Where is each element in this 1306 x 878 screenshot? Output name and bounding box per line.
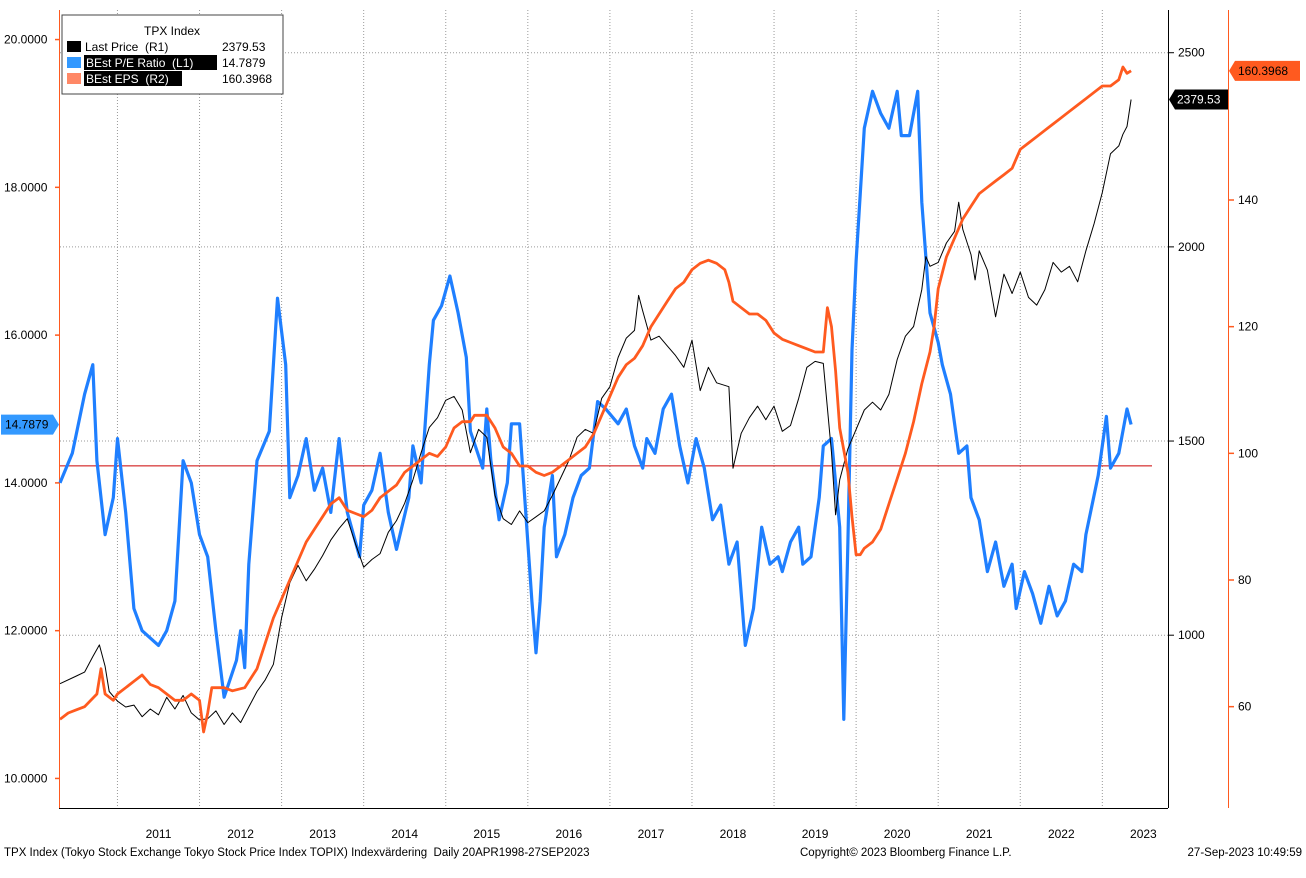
left-tick-label: 18.0000 (4, 180, 48, 194)
right2-current-marker (1229, 60, 1300, 81)
legend-value-pe-ratio: 14.7879 (222, 56, 266, 70)
x-tick-label: 2015 (473, 827, 500, 841)
left-tick-label: 12.0000 (4, 624, 48, 638)
series-line-best-eps (59, 65, 1132, 734)
legend: TPX Index Last Price (R1) 2379.53 BEst P… (61, 14, 284, 95)
right1-tick-label: 2500 (1178, 46, 1205, 60)
footer-copyright: Copyright© 2023 Bloomberg Finance L.P. (800, 847, 1012, 859)
right1-current-marker (1169, 89, 1228, 110)
axis-ticks: 2011 2012 2013 2014 2015 2016 2017 2018 2019 2020… (4, 33, 1258, 841)
current-value-markers: 14.7879 2379.53 160.3968 (1, 60, 1300, 435)
legend-swatch-last-price (67, 41, 81, 52)
x-tick-label: 2022 (1048, 827, 1075, 841)
legend-label-eps: BEst EPS (R2) (86, 72, 169, 86)
x-tick-label: 2013 (309, 827, 336, 841)
legend-value-eps: 160.3968 (222, 72, 272, 86)
x-tick-label: 2012 (227, 827, 254, 841)
right2-tick-label: 100 (1238, 446, 1258, 460)
right2-current-label: 160.3968 (1238, 64, 1288, 78)
legend-label-bg-pe-ratio (84, 55, 217, 70)
legend-label-last-price: Last Price (R1) (85, 40, 168, 54)
right2-tick-label: 120 (1238, 320, 1258, 334)
x-tick-label: 2023 (1130, 827, 1157, 841)
series-line-best-p-e-ratio (58, 89, 1133, 721)
footer-timestamp: 27-Sep-2023 10:49:59 (1188, 847, 1302, 859)
left-tick-label: 10.0000 (4, 771, 48, 785)
series-line-last-price (59, 99, 1132, 725)
left-tick-label: 20.0000 (4, 33, 48, 47)
right1-tick-label: 1000 (1178, 628, 1205, 642)
right1-tick-label: 1500 (1178, 434, 1205, 448)
right1-current-label: 2379.53 (1177, 92, 1221, 106)
left-current-marker (1, 414, 59, 435)
legend-swatch-pe-ratio (67, 57, 81, 68)
gridlines (60, 10, 1168, 808)
legend-swatch-eps (67, 73, 81, 84)
right2-tick-label: 60 (1238, 700, 1252, 714)
legend-title: TPX Index (144, 24, 200, 38)
x-tick-label: 2014 (391, 827, 418, 841)
right2-tick-label: 80 (1238, 573, 1252, 587)
x-tick-label: 2019 (802, 827, 829, 841)
x-tick-label: 2020 (884, 827, 911, 841)
x-tick-label: 2016 (556, 827, 583, 841)
x-tick-label: 2021 (966, 827, 993, 841)
right1-tick-label: 2000 (1178, 240, 1205, 254)
legend-label-pe-ratio: BEst P/E Ratio (L1) (86, 56, 193, 70)
legend-label-bg-eps (84, 71, 182, 86)
left-tick-label: 16.0000 (4, 328, 48, 342)
footer-description: TPX Index (Tokyo Stock Exchange Tokyo St… (4, 847, 590, 859)
right2-tick-label: 140 (1238, 193, 1258, 207)
left-current-label: 14.7879 (5, 418, 49, 432)
legend-value-last-price: 2379.53 (222, 40, 266, 54)
x-tick-label: 2011 (146, 827, 172, 841)
left-tick-label: 14.0000 (4, 476, 48, 490)
series-lines (58, 65, 1152, 734)
x-tick-label: 2017 (638, 827, 665, 841)
x-tick-label: 2018 (720, 827, 747, 841)
